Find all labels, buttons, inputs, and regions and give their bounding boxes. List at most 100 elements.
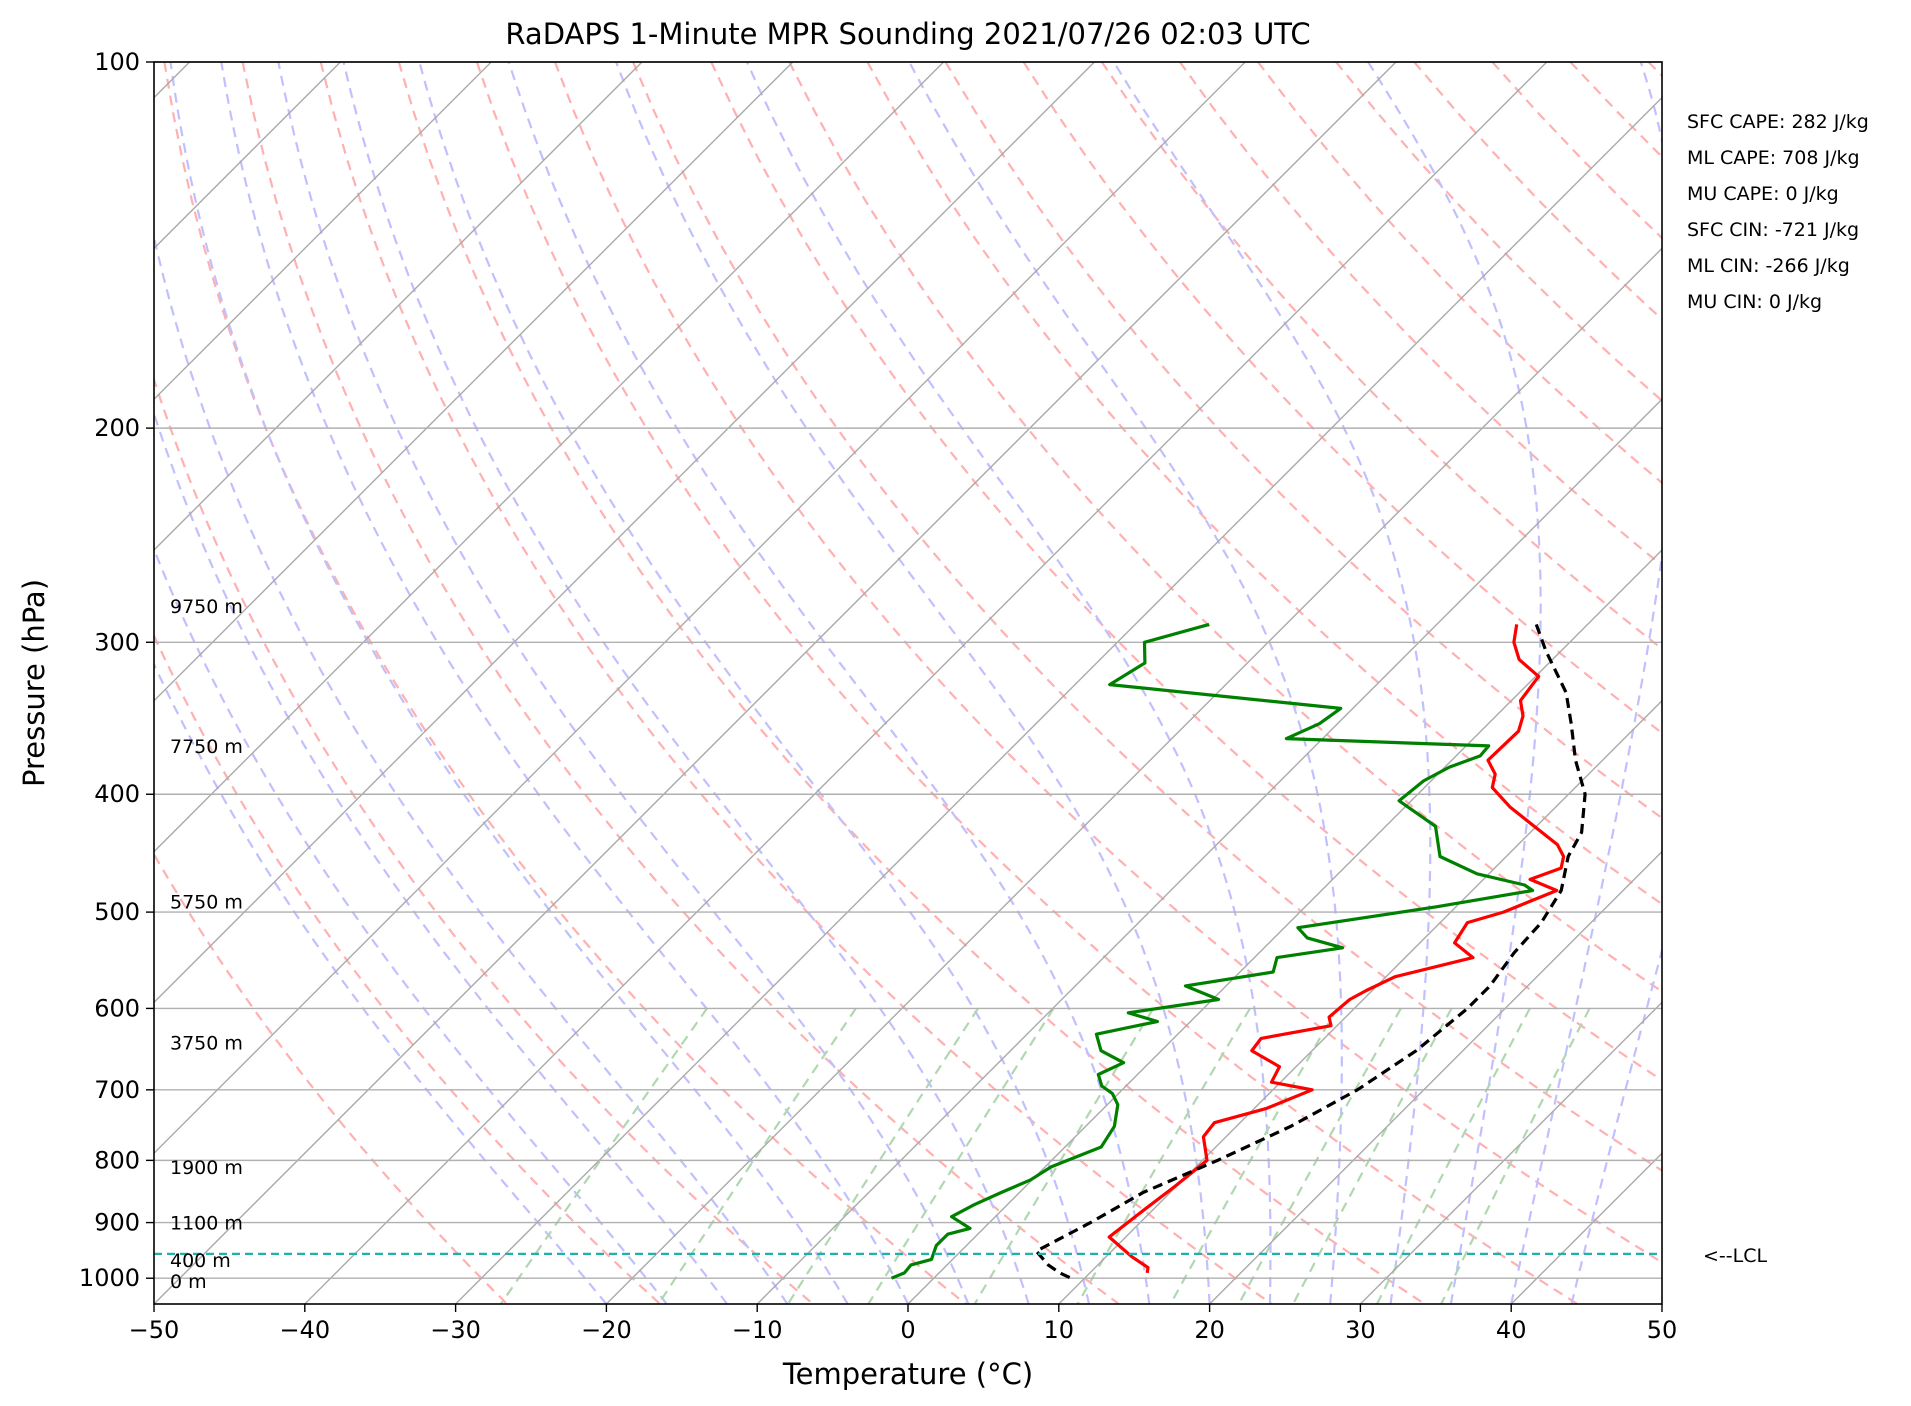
lcl-label: <--LCL xyxy=(1703,1245,1767,1267)
moist-adiabat-line xyxy=(1510,62,1662,1304)
dry-adiabat-line xyxy=(788,62,1662,993)
stat-annotation: SFC CIN: -721 J/kg xyxy=(1687,219,1859,241)
x-tick-label: −50 xyxy=(129,1316,180,1344)
dry-adiabat-line xyxy=(1727,62,1911,1304)
y-tick-label: 300 xyxy=(94,628,140,656)
y-tick-label: 200 xyxy=(94,414,140,442)
pressure-gridlines xyxy=(154,61,1662,1279)
parcel-path xyxy=(1034,623,1587,1280)
isotherm-line xyxy=(154,62,1397,1304)
x-tick-label: −30 xyxy=(430,1316,481,1344)
moist-adiabat-line xyxy=(418,62,1091,1304)
isotherm-line xyxy=(304,62,1548,1304)
y-axis-ticks: 100 200 300 400 500 600 700 800 900 1000 xyxy=(79,48,154,1292)
moist-adiabat-line xyxy=(507,62,1151,1304)
dry-adiabat-line xyxy=(1569,62,1662,159)
isotherm-line xyxy=(154,62,1246,1155)
mixing-ratio-line xyxy=(1440,1007,1591,1304)
y-tick-label: 800 xyxy=(94,1146,140,1174)
x-tick-label: −40 xyxy=(279,1316,330,1344)
mixing-ratio-line xyxy=(787,1007,980,1304)
moist-adiabat-line xyxy=(745,62,1272,1304)
isotherm-line xyxy=(154,62,341,250)
isotherm-line xyxy=(154,62,643,551)
x-axis-ticks: −50 −40 −30 −20 −10 0 10 20 30 40 50 xyxy=(129,1304,1678,1344)
moist-adiabat-line xyxy=(154,661,608,1304)
x-axis-title: Temperature (°C) xyxy=(782,1357,1033,1391)
isotherm-line xyxy=(1058,699,1662,1304)
dry-adiabat-line xyxy=(397,62,1426,1304)
height-label: 5750 m xyxy=(170,891,243,913)
height-label: 1900 m xyxy=(170,1157,243,1179)
isotherm-line xyxy=(154,62,794,702)
dry-adiabat-line xyxy=(241,62,1120,1304)
height-label: 0 m xyxy=(170,1271,207,1293)
dry-adiabat-line xyxy=(154,852,508,1304)
height-label: 9750 m xyxy=(170,596,243,618)
mixing-ratio-line xyxy=(1292,1007,1453,1304)
x-tick-label: 10 xyxy=(1044,1316,1075,1344)
isotherm-line xyxy=(154,62,1095,1004)
x-tick-label: 0 xyxy=(900,1316,915,1344)
moist-adiabat-line xyxy=(615,62,1211,1304)
height-label: 3750 m xyxy=(170,1032,243,1054)
isotherm-line xyxy=(1209,850,1662,1304)
isotherm-line xyxy=(1661,1303,1662,1304)
y-axis-title: Pressure (hPa) xyxy=(17,579,51,787)
x-tick-label: −20 xyxy=(581,1316,632,1344)
dry-adiabat-line xyxy=(154,633,661,1304)
x-tick-label: 50 xyxy=(1647,1316,1678,1344)
height-label: 1100 m xyxy=(170,1213,243,1235)
isotherm-line xyxy=(1359,1001,1662,1304)
dry-adiabat-line xyxy=(1257,62,1662,485)
dry-adiabat-line xyxy=(319,62,1273,1304)
moist-adiabat-line xyxy=(908,62,1343,1304)
height-label: 400 m xyxy=(170,1250,231,1272)
mixing-ratio-line xyxy=(1169,1007,1338,1304)
chart-title: RaDAPS 1-Minute MPR Sounding 2021/07/26 … xyxy=(505,17,1310,51)
dry-adiabat-line xyxy=(632,62,1662,1172)
sounding-profiles xyxy=(890,622,1587,1280)
height-labels: 9750 m 7750 m 5750 m 3750 m 1900 m 1100 m 400 … xyxy=(170,596,243,1293)
dry-adiabat-line xyxy=(1179,62,1662,567)
mixing-ratio-line xyxy=(499,1007,708,1304)
stat-annotation: ML CIN: -266 J/kg xyxy=(1687,255,1850,277)
mixing-ratio-line xyxy=(973,1007,1155,1304)
background-reference-lines xyxy=(154,62,1911,1304)
moist-adiabat-line xyxy=(220,62,909,1304)
isotherm-line xyxy=(1510,1152,1662,1304)
y-tick-label: 700 xyxy=(94,1076,140,1104)
stat-annotation: ML CAPE: 708 J/kg xyxy=(1687,147,1860,169)
dry-adiabat-line xyxy=(1335,62,1662,403)
dry-adiabat-line xyxy=(475,62,1579,1304)
moist-adiabat-line xyxy=(342,62,1030,1304)
x-tick-label: −10 xyxy=(732,1316,783,1344)
mixing-ratio-line xyxy=(1376,1007,1531,1304)
dry-adiabat-line xyxy=(163,62,967,1304)
x-tick-label: 20 xyxy=(1194,1316,1225,1344)
moist-adiabat-line xyxy=(1367,62,1542,1304)
dry-adiabat-line xyxy=(866,62,1662,906)
dry-adiabat-line xyxy=(944,62,1662,820)
dry-adiabat-line xyxy=(1647,62,1662,78)
stat-annotation: SFC CAPE: 282 J/kg xyxy=(1687,111,1869,133)
y-tick-label: 500 xyxy=(94,898,140,926)
stat-annotation: MU CIN: 0 J/kg xyxy=(1687,291,1822,313)
temperature-profile xyxy=(1107,624,1566,1274)
isotherm-line xyxy=(154,62,945,853)
dry-adiabat-line xyxy=(553,62,1662,1264)
mixing-ratio-line xyxy=(867,1007,1055,1304)
y-tick-label: 400 xyxy=(94,780,140,808)
dry-adiabat-line xyxy=(1022,62,1662,735)
mixing-ratio-line xyxy=(1237,1007,1402,1304)
moist-adiabat-line xyxy=(154,410,728,1304)
dry-adiabat-line xyxy=(1100,62,1662,651)
isotherm-line xyxy=(756,398,1662,1304)
moist-adiabat-line xyxy=(154,232,789,1304)
isotherm-line xyxy=(605,247,1662,1304)
stability-annotations: SFC CAPE: 282 J/kg ML CAPE: 708 J/kg MU CA… xyxy=(1687,111,1869,313)
dewpoint-profile xyxy=(890,622,1535,1280)
isotherm-line xyxy=(455,96,1662,1304)
